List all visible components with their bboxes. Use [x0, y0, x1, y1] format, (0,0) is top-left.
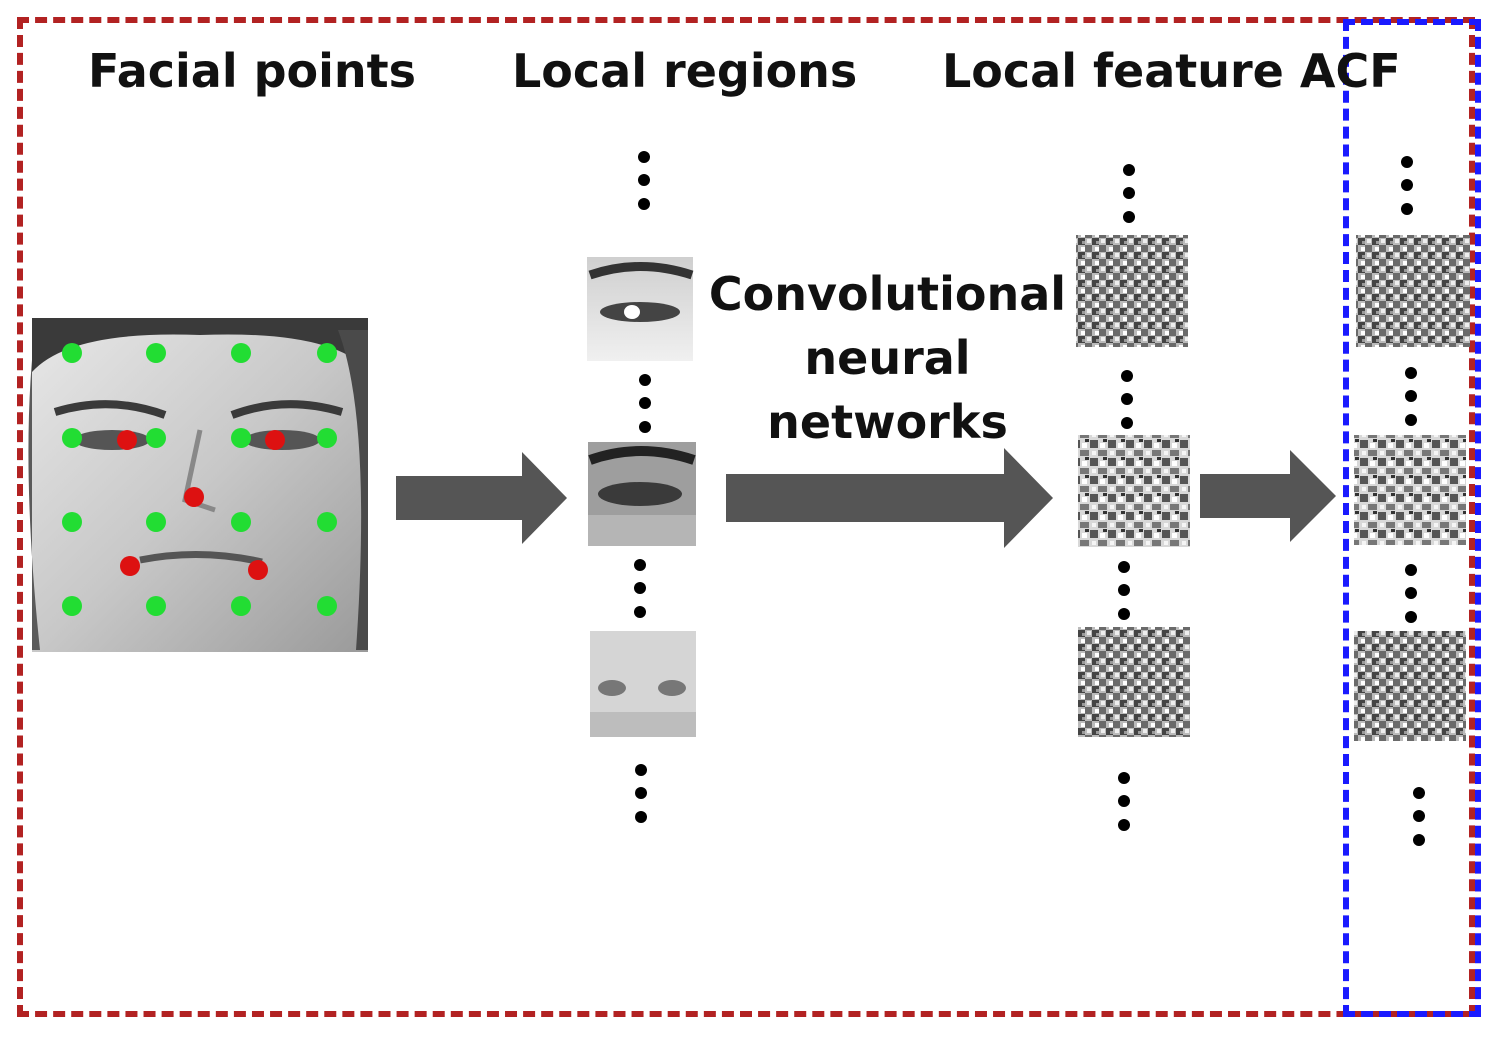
facial-landmarks — [62, 343, 337, 616]
local-regions-heading: Local regions — [512, 44, 858, 98]
acf-output-dashed-frame — [1343, 19, 1481, 1017]
vertical-ellipsis-icon — [1121, 370, 1133, 429]
vertical-ellipsis-icon — [1413, 787, 1425, 846]
green-point — [62, 428, 82, 448]
green-point — [231, 343, 251, 363]
cnn-label: Convolutional neural networks — [705, 262, 1070, 454]
vertical-ellipsis-icon — [638, 151, 650, 210]
green-point — [317, 428, 337, 448]
green-point — [231, 512, 251, 532]
green-point — [146, 596, 166, 616]
cnn-label-line-3: networks — [767, 395, 1008, 449]
green-point — [231, 428, 251, 448]
acf-feature-patch — [1078, 627, 1190, 737]
vertical-ellipsis-icon — [639, 374, 651, 433]
vertical-ellipsis-icon — [1405, 367, 1417, 426]
green-point — [62, 343, 82, 363]
vertical-ellipsis-icon — [1118, 772, 1130, 831]
vertical-ellipsis-icon — [634, 559, 646, 618]
acf-output-patch — [1356, 235, 1470, 347]
acf-feature-patch — [1078, 435, 1190, 547]
red-point — [265, 430, 285, 450]
nose-region-patch — [590, 631, 696, 737]
acf-output-patch — [1354, 631, 1466, 741]
green-point — [146, 343, 166, 363]
red-point — [184, 487, 204, 507]
right-arrow-icon — [1200, 450, 1336, 542]
acf-output-patch — [1354, 435, 1466, 545]
acf-feature-patch — [1076, 235, 1188, 347]
outer-dashed-frame — [17, 17, 1475, 1017]
green-point — [146, 512, 166, 532]
green-point — [62, 596, 82, 616]
green-point — [231, 596, 251, 616]
right-arrow-icon — [726, 448, 1053, 548]
vertical-ellipsis-icon — [1401, 156, 1413, 215]
red-point — [120, 556, 140, 576]
vertical-ellipsis-icon — [1118, 561, 1130, 620]
green-point — [317, 596, 337, 616]
green-point — [317, 512, 337, 532]
eye-region-patch — [588, 442, 696, 546]
green-point — [62, 512, 82, 532]
face-image — [28, 318, 368, 652]
facial-points-heading: Facial points — [88, 44, 417, 98]
vertical-ellipsis-icon — [1123, 164, 1135, 223]
green-point — [317, 343, 337, 363]
vertical-ellipsis-icon — [635, 764, 647, 823]
vertical-ellipsis-icon — [1405, 564, 1417, 623]
cnn-label-line-1: Convolutional — [708, 267, 1067, 321]
green-point — [146, 428, 166, 448]
right-arrow-icon — [396, 452, 567, 544]
red-point — [248, 560, 268, 580]
eye-region-patch — [587, 257, 694, 361]
cnn-label-line-2: neural — [804, 331, 971, 385]
red-point — [117, 430, 137, 450]
local-feature-acf-heading: Local feature ACF — [942, 44, 1401, 98]
